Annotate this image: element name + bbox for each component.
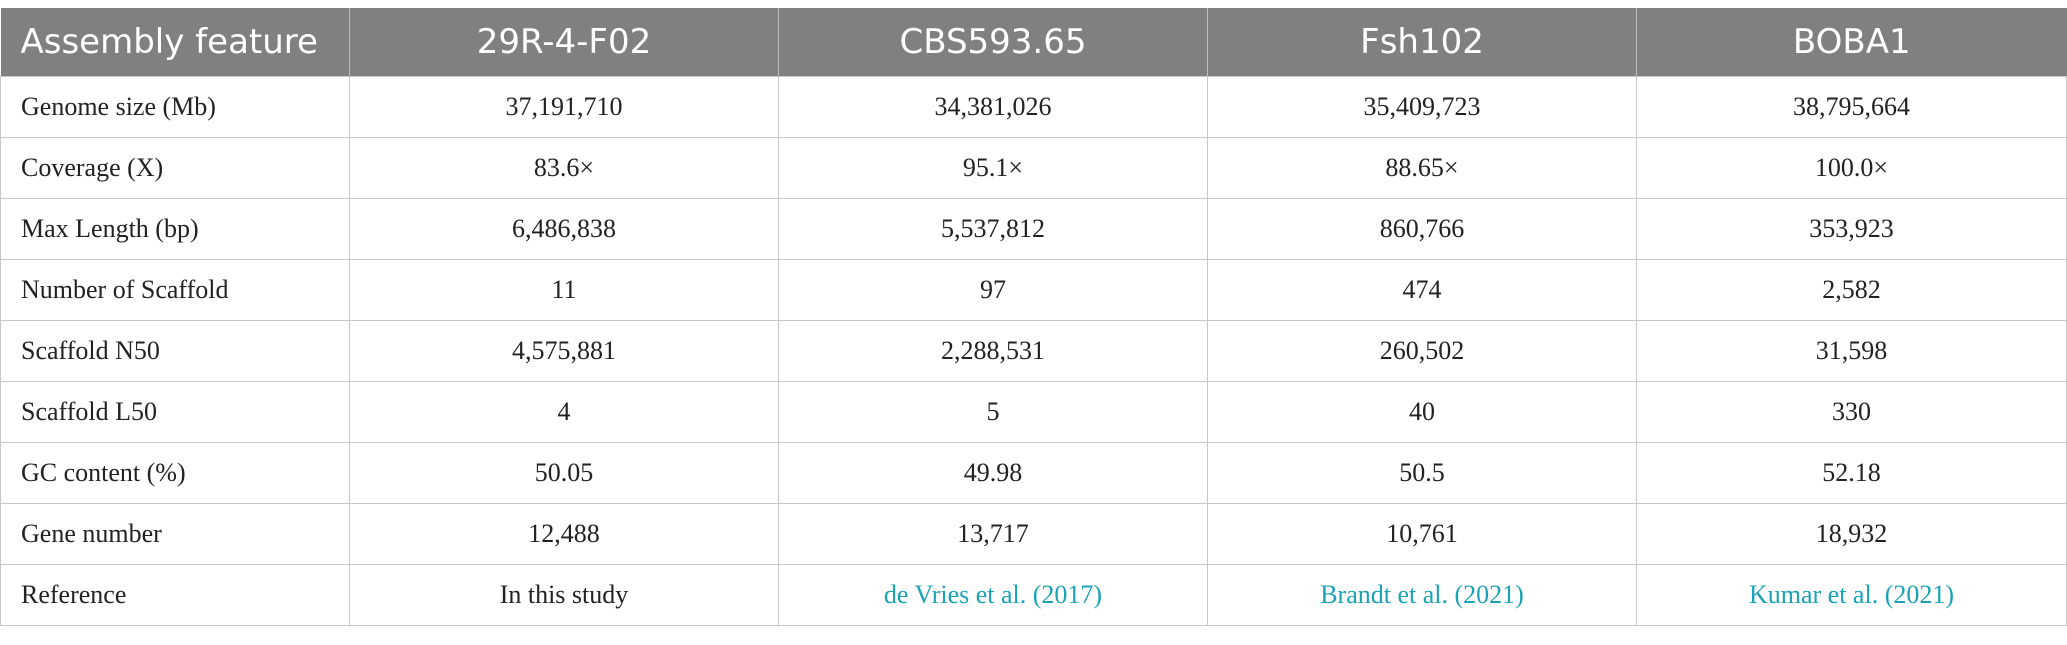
row-label: Gene number: [0, 503, 350, 565]
row-label: Scaffold N50: [0, 320, 350, 382]
header-cbs593-65: CBS593.65: [778, 8, 1208, 77]
table-cell: 330: [1636, 381, 2067, 443]
table-cell: 35,409,723: [1207, 76, 1637, 138]
reference-cell-brandt: Brandt et al. (2021): [1207, 564, 1637, 626]
row-label: Max Length (bp): [0, 198, 350, 260]
table-cell: 95.1×: [778, 137, 1208, 199]
table-cell: 4: [349, 381, 779, 443]
table-cell: 860,766: [1207, 198, 1637, 260]
table-cell: 2,582: [1636, 259, 2067, 321]
table-row: Scaffold N50 4,575,881 2,288,531 260,502…: [0, 320, 2067, 382]
row-label: GC content (%): [0, 442, 350, 504]
reference-link-kumar[interactable]: Kumar et al. (2021): [1748, 580, 1955, 609]
header-assembly-feature: Assembly feature: [0, 8, 350, 77]
assembly-comparison-table: Assembly feature 29R-4-F02 CBS593.65 Fsh…: [0, 8, 2067, 626]
row-label: Genome size (Mb): [0, 76, 350, 138]
reference-link-brandt[interactable]: Brandt et al. (2021): [1320, 580, 1524, 609]
table-row-reference: Reference In this study de Vries et al. …: [0, 564, 2067, 626]
table-cell: 11: [349, 259, 779, 321]
table-cell: 5: [778, 381, 1208, 443]
table-cell: 31,598: [1636, 320, 2067, 382]
table-row: Scaffold L50 4 5 40 330: [0, 381, 2067, 443]
table-row: Number of Scaffold 11 97 474 2,582: [0, 259, 2067, 321]
header-row: Assembly feature 29R-4-F02 CBS593.65 Fsh…: [0, 8, 2067, 77]
header-29r-4-f02: 29R-4-F02: [349, 8, 779, 77]
reference-cell-de-vries: de Vries et al. (2017): [778, 564, 1208, 626]
table-cell: 50.05: [349, 442, 779, 504]
row-label: Number of Scaffold: [0, 259, 350, 321]
table-cell: 34,381,026: [778, 76, 1208, 138]
table-cell: 40: [1207, 381, 1637, 443]
table-row: Genome size (Mb) 37,191,710 34,381,026 3…: [0, 76, 2067, 138]
table-cell: 18,932: [1636, 503, 2067, 565]
table-cell: 5,537,812: [778, 198, 1208, 260]
table-cell: 260,502: [1207, 320, 1637, 382]
table-row: Max Length (bp) 6,486,838 5,537,812 860,…: [0, 198, 2067, 260]
table-cell: 88.65×: [1207, 137, 1637, 199]
table-cell: 100.0×: [1636, 137, 2067, 199]
row-label: Scaffold L50: [0, 381, 350, 443]
table-cell: 97: [778, 259, 1208, 321]
header-fsh102: Fsh102: [1207, 8, 1637, 77]
table-row: Coverage (X) 83.6× 95.1× 88.65× 100.0×: [0, 137, 2067, 199]
reference-this-study: In this study: [349, 564, 779, 626]
table-cell: 50.5: [1207, 442, 1637, 504]
table-cell: 4,575,881: [349, 320, 779, 382]
table-cell: 49.98: [778, 442, 1208, 504]
reference-cell-kumar: Kumar et al. (2021): [1636, 564, 2067, 626]
table-cell: 6,486,838: [349, 198, 779, 260]
reference-link-de-vries[interactable]: de Vries et al. (2017): [883, 580, 1103, 609]
table-cell: 52.18: [1636, 442, 2067, 504]
table-row: Gene number 12,488 13,717 10,761 18,932: [0, 503, 2067, 565]
table-cell: 12,488: [349, 503, 779, 565]
row-label: Coverage (X): [0, 137, 350, 199]
table-cell: 13,717: [778, 503, 1208, 565]
table-cell: 38,795,664: [1636, 76, 2067, 138]
table-cell: 10,761: [1207, 503, 1637, 565]
row-label: Reference: [0, 564, 350, 626]
table-row: GC content (%) 50.05 49.98 50.5 52.18: [0, 442, 2067, 504]
table-cell: 474: [1207, 259, 1637, 321]
header-boba1: BOBA1: [1636, 8, 2067, 77]
table-cell: 37,191,710: [349, 76, 779, 138]
table-cell: 353,923: [1636, 198, 2067, 260]
table-cell: 2,288,531: [778, 320, 1208, 382]
table-cell: 83.6×: [349, 137, 779, 199]
assembly-table-container: Assembly feature 29R-4-F02 CBS593.65 Fsh…: [0, 8, 2067, 626]
